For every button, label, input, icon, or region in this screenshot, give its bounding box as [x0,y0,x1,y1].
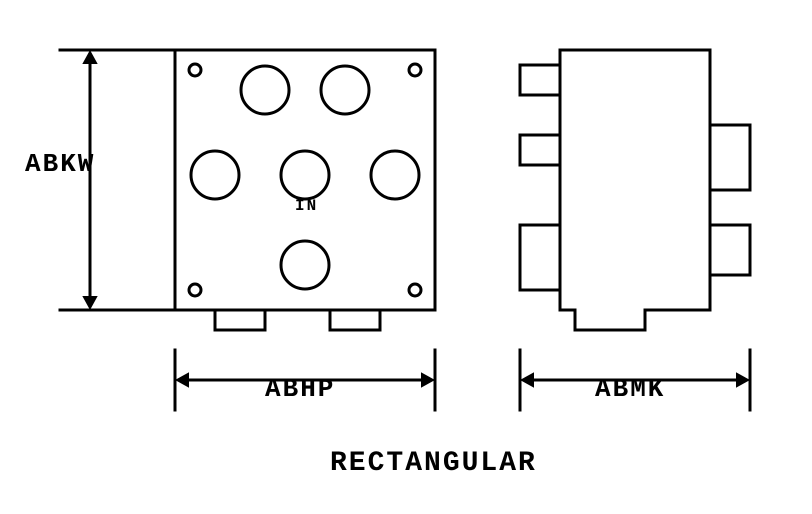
label-in: IN [295,197,318,215]
label-abhp: ABHP [265,374,335,404]
label-title: RECTANGULAR [330,448,537,479]
diagram-canvas: ABKW ABHP ABMK IN RECTANGULAR [0,0,812,509]
label-abkw: ABKW [25,149,95,179]
label-abmk: ABMK [595,374,665,404]
diagram-svg [0,0,812,509]
